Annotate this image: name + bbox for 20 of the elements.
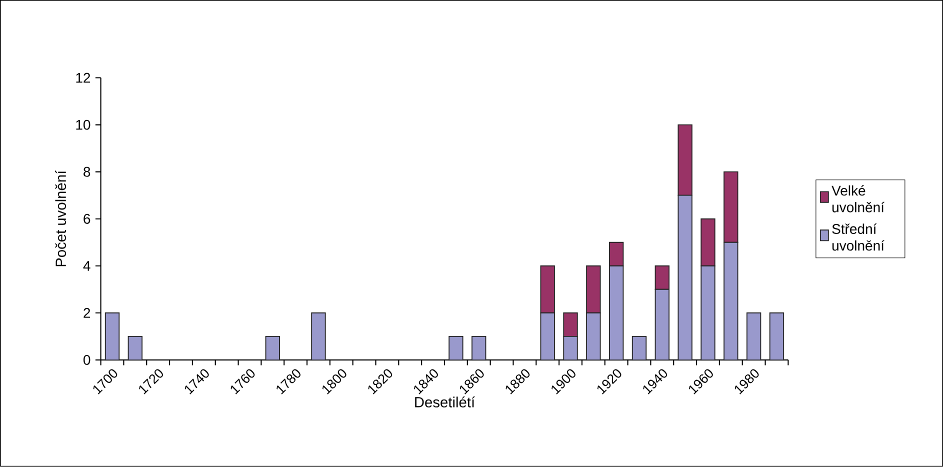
y-tick-label: 10 [76,120,90,130]
bar [448,336,464,360]
y-axis-title: Počet uvolnění [55,170,66,266]
legend-label: Střední uvolnění [832,224,884,251]
bar [104,312,120,360]
bar [769,312,784,360]
y-tick-label: 4 [83,261,90,271]
y-tick-label: 2 [84,308,90,318]
bar [311,312,326,360]
bar [746,312,762,360]
y-tick-label: 12 [76,73,90,83]
y-tick-label: 0 [84,355,90,366]
y-tick-label: 8 [84,167,90,177]
x-axis-title: Desetilétí [415,396,476,408]
bar [265,336,280,360]
bar [128,336,143,360]
y-tick-label: 6 [84,214,90,224]
bar [472,336,486,360]
legend-label: Velké uvolnění [832,185,884,212]
bar [632,336,647,360]
